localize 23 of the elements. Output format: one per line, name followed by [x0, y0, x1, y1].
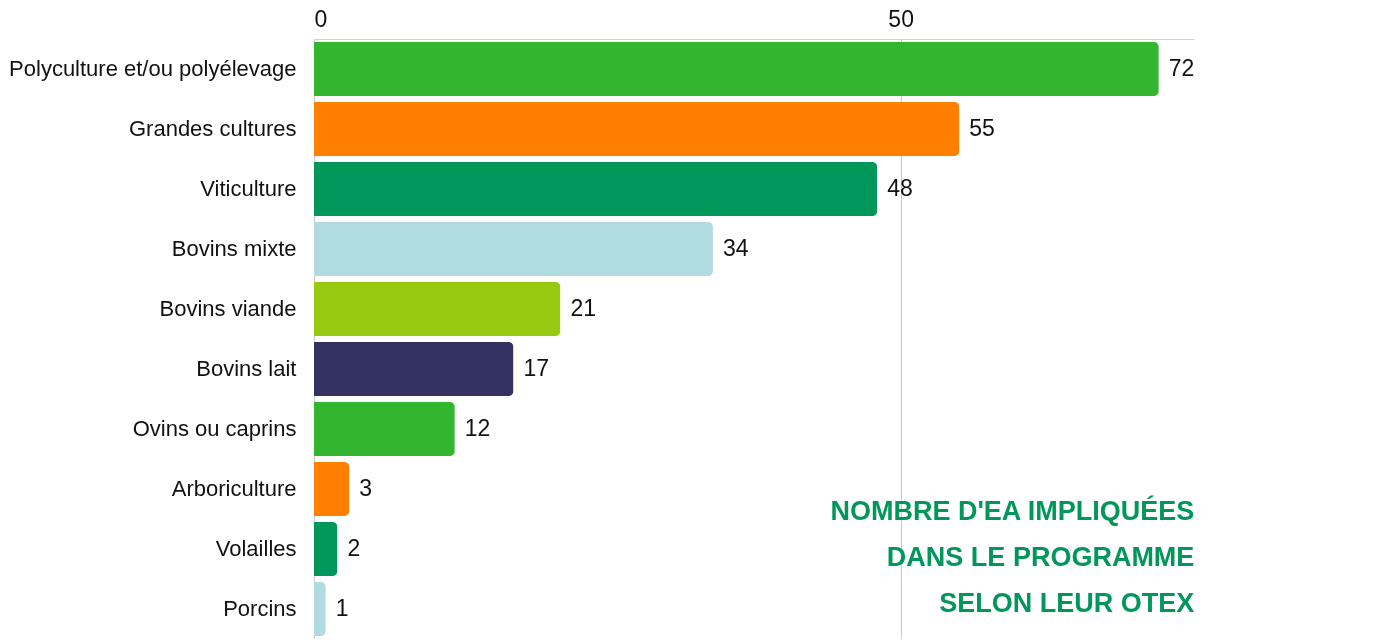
- y-tick-label: Arboriculture: [171, 476, 297, 501]
- data-label: 3: [359, 475, 372, 501]
- y-tick-label: Grandes cultures: [128, 116, 297, 141]
- data-label: 72: [1168, 55, 1195, 81]
- y-tick-label: Volailles: [215, 536, 297, 561]
- data-label: 21: [570, 295, 596, 321]
- y-tick-label: Bovins mixte: [171, 236, 297, 261]
- y-tick-label: Ovins ou caprins: [132, 416, 297, 441]
- data-label: 1: [335, 595, 349, 621]
- data-label: 12: [464, 415, 491, 441]
- y-tick-label: Viticulture: [200, 176, 297, 201]
- y-tick-label: Polyculture et/ou polyélevage: [9, 56, 297, 81]
- x-tick-label: 50: [888, 5, 914, 32]
- y-tick-label: Porcins: [223, 596, 297, 621]
- y-tick-label: Bovins viande: [159, 296, 297, 321]
- y-tick-label: Bovins lait: [196, 356, 297, 381]
- data-label: 17: [523, 355, 550, 381]
- data-label: 2: [347, 535, 361, 561]
- data-label: 55: [969, 115, 995, 141]
- x-tick-label: 0: [314, 5, 328, 32]
- data-label: 34: [722, 235, 749, 261]
- text: NOMBRE D'EA IMPLIQUÉES DANS LE PROGRAMME SELON LEUR OTEX: [830, 495, 1195, 618]
- data-label: 48: [887, 175, 913, 201]
